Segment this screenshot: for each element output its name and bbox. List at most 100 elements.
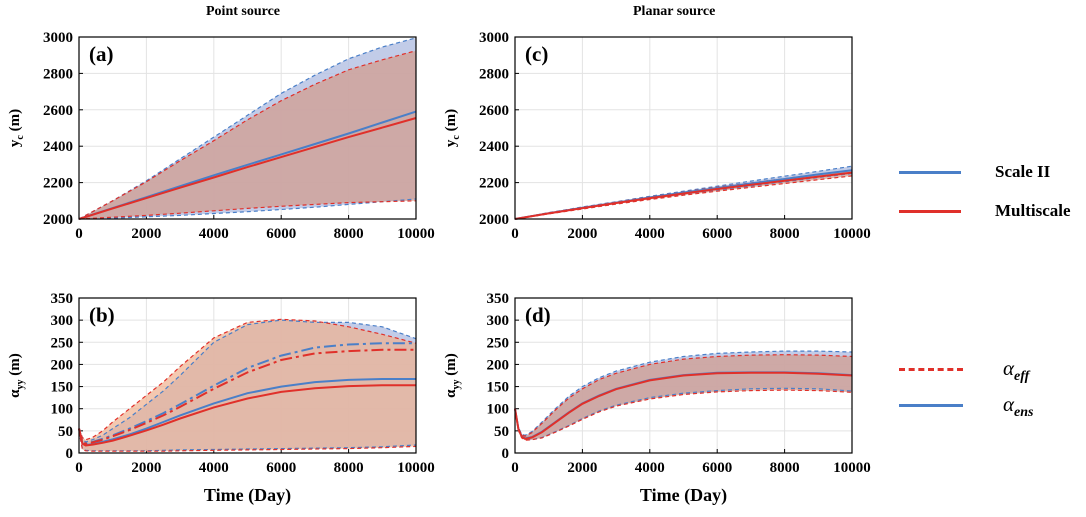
y-axis-label: yc (m) xyxy=(443,109,462,147)
ytick-label: 2600 xyxy=(479,103,509,119)
band-lower-edge xyxy=(78,430,417,452)
ytick-label: 2200 xyxy=(479,176,509,192)
xtick-label: 4000 xyxy=(199,460,229,476)
panel-label: (a) xyxy=(89,42,114,66)
y-axis-label: yc (m) xyxy=(7,109,26,147)
ytick-label: 300 xyxy=(51,313,74,329)
ytick-label: 2200 xyxy=(43,176,73,192)
chart-panel-b: 0 50 100 150 200 250 300 350 0 2000 4000 6000 8000 10… xyxy=(7,291,435,506)
xtick-label: 10000 xyxy=(397,226,435,242)
xtick-label: 2000 xyxy=(567,226,597,242)
ytick-label: 2600 xyxy=(43,103,73,119)
xtick-label: 6000 xyxy=(702,460,732,476)
ytick-label: 100 xyxy=(51,402,74,418)
plot-frame xyxy=(78,36,417,220)
series-line xyxy=(78,384,416,447)
legend-line-alpha-eff xyxy=(899,368,963,371)
xtick-label: 2000 xyxy=(567,460,597,476)
ytick-label: 150 xyxy=(487,380,510,396)
panel-label: (d) xyxy=(525,303,551,327)
legend-label-alpha-eff: αeff xyxy=(1003,356,1030,385)
band-upper-edge xyxy=(514,354,853,437)
panel-label: (b) xyxy=(89,303,115,327)
y-axis-label: αyy (m) xyxy=(7,353,26,398)
ytick-label: 2400 xyxy=(43,139,73,155)
ytick-label: 2400 xyxy=(479,139,509,155)
legend-line-alpha-ens xyxy=(899,404,963,407)
ytick-label: 50 xyxy=(494,424,509,440)
ytick-label: 2000 xyxy=(479,212,509,228)
xtick-label: 8000 xyxy=(770,226,800,242)
series-line xyxy=(514,171,853,220)
xtick-label: 8000 xyxy=(334,226,364,242)
xtick-label: 6000 xyxy=(702,226,732,242)
chart-panel-d: 0 50 100 150 200 250 300 350 0 2000 4000 6000 8000 10… xyxy=(443,291,871,506)
xtick-label: 6000 xyxy=(266,226,296,242)
plot-frame xyxy=(514,297,853,454)
band-lower-edge xyxy=(514,389,853,441)
x-axis-label: Time (Day) xyxy=(640,485,727,506)
legend-line-multiscale xyxy=(899,210,961,213)
uncertainty-band xyxy=(79,50,416,220)
ytick-label: 200 xyxy=(487,357,510,373)
ytick-label: 3000 xyxy=(479,30,509,46)
ytick-label: 2800 xyxy=(479,66,509,82)
uncertainty-band xyxy=(515,354,852,441)
column-title-point-source: Point source xyxy=(206,4,281,19)
x-axis-label: Time (Day) xyxy=(204,485,291,506)
series-line xyxy=(78,342,416,445)
ytick-label: 3000 xyxy=(43,30,73,46)
plot-frame xyxy=(514,36,853,220)
xtick-label: 4000 xyxy=(635,460,665,476)
ytick-label: 250 xyxy=(51,335,74,351)
xtick-label: 10000 xyxy=(833,226,871,242)
band-upper-edge xyxy=(78,50,417,220)
series-line xyxy=(514,371,853,440)
ytick-label: 150 xyxy=(51,380,74,396)
legend-label-multiscale: Multiscale xyxy=(995,201,1071,220)
series-line xyxy=(78,348,416,445)
ytick-label: 200 xyxy=(51,357,74,373)
ytick-label: 300 xyxy=(487,313,510,329)
xtick-label: 8000 xyxy=(770,460,800,476)
legend-label-alpha-ens: αens xyxy=(1003,392,1034,421)
xtick-label: 0 xyxy=(75,226,83,242)
xtick-label: 10000 xyxy=(397,460,435,476)
ytick-label: 50 xyxy=(58,424,73,440)
ytick-label: 250 xyxy=(487,335,510,351)
xtick-label: 4000 xyxy=(199,226,229,242)
xtick-label: 0 xyxy=(511,460,519,476)
xtick-label: 4000 xyxy=(635,226,665,242)
band-lower-edge xyxy=(78,200,417,220)
y-axis-label: αyy (m) xyxy=(443,353,462,398)
band-upper-edge xyxy=(514,350,853,436)
ytick-label: 2800 xyxy=(43,66,73,82)
xtick-label: 10000 xyxy=(833,460,871,476)
series-line xyxy=(78,117,417,220)
band-upper-edge xyxy=(78,319,417,443)
panel-label: (c) xyxy=(525,42,548,66)
ytick-label: 2000 xyxy=(43,212,73,228)
legend-label-scale-ii: Scale II xyxy=(995,162,1051,181)
legend-line-scale-ii xyxy=(899,171,961,174)
ytick-label: 0 xyxy=(66,446,74,462)
band-lower-edge xyxy=(78,430,417,452)
column-title-planar-source: Planar source xyxy=(633,4,716,19)
xtick-label: 0 xyxy=(511,226,519,242)
xtick-label: 2000 xyxy=(131,226,161,242)
xtick-label: 8000 xyxy=(334,460,364,476)
ytick-label: 100 xyxy=(487,402,510,418)
ytick-label: 350 xyxy=(51,291,74,307)
xtick-label: 6000 xyxy=(266,460,296,476)
band-lower-edge xyxy=(78,198,417,220)
xtick-label: 2000 xyxy=(131,460,161,476)
xtick-label: 0 xyxy=(75,460,83,476)
plot-frame xyxy=(78,297,417,454)
ytick-label: 350 xyxy=(487,291,510,307)
ytick-label: 0 xyxy=(502,446,510,462)
band-lower-edge xyxy=(514,387,853,441)
